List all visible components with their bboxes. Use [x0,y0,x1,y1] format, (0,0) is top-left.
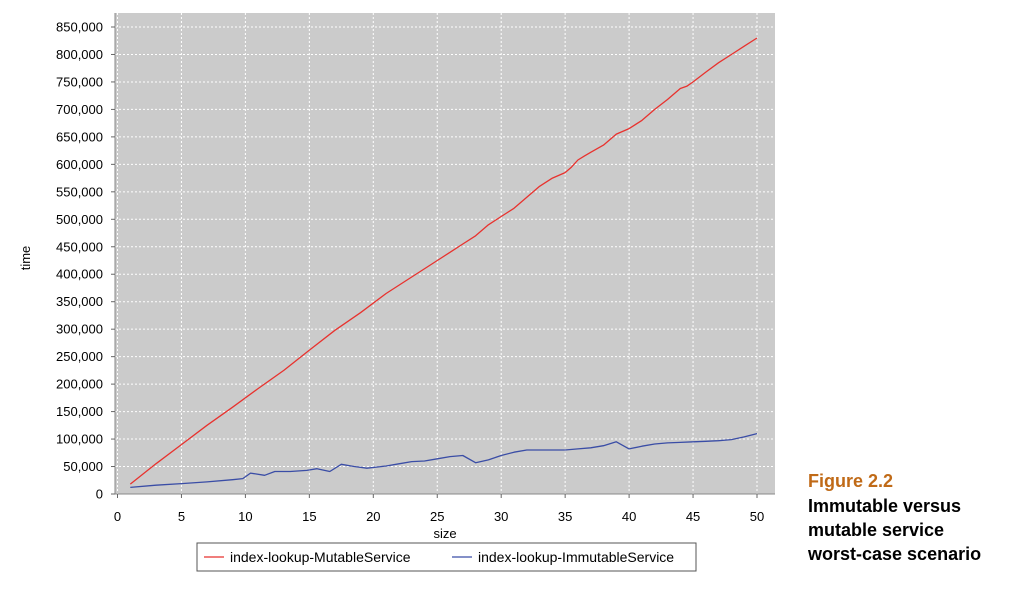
series-line-immutable [130,432,758,489]
x-ticks: 0 5 10 15 20 25 30 35 40 45 50 [114,494,764,524]
figure-caption: Figure 2.2 Immutable versus mutable serv… [808,470,1013,566]
grid-lines [115,13,775,494]
legend-label-immutable: index-lookup-ImmutableService [478,549,674,565]
y-tick-label: 750,000 [56,74,103,89]
x-tick-label: 0 [114,509,121,524]
y-tick-label: 150,000 [56,404,103,419]
y-tick-label: 50,000 [63,459,103,474]
y-tick-label: 600,000 [56,157,103,172]
legend-label-mutable: index-lookup-MutableService [230,549,411,565]
x-tick-label: 40 [622,509,636,524]
legend-box [196,542,697,572]
figure-title-line: mutable service [808,520,945,540]
legend: index-lookup-MutableService index-lookup… [196,542,697,572]
x-tick-label: 35 [558,509,572,524]
x-tick-label: 25 [430,509,444,524]
x-axis-title: size [433,526,456,541]
y-axis-title: time [18,246,33,271]
figure-title-line: worst-case scenario [808,544,982,564]
series-lines [129,37,758,489]
y-tick-label: 100,000 [56,432,103,447]
y-tick-label: 850,000 [56,20,103,35]
y-tick-label: 800,000 [56,47,103,62]
x-tick-label: 10 [238,509,252,524]
y-tick-label: 400,000 [56,267,103,282]
x-tick-label: 30 [494,509,508,524]
x-tick-label: 20 [366,509,380,524]
y-tick-label: 500,000 [56,212,103,227]
y-tick-label: 450,000 [56,239,103,254]
x-tick-label: 5 [178,509,185,524]
figure-title-line: Immutable versus [808,496,962,516]
y-tick-label: 700,000 [56,102,103,117]
figure-title: Immutable versus mutable service worst-c… [808,494,1013,566]
x-tick-label: 50 [750,509,764,524]
y-tick-label: 650,000 [56,129,103,144]
y-ticks: 0 50,000 100,000 150,000 200,000 250,000 300,0… [56,20,115,502]
y-tick-label: 550,000 [56,184,103,199]
y-tick-label: 0 [96,487,103,502]
plot-area [115,13,775,494]
series-line-mutable [129,37,758,485]
y-tick-label: 250,000 [56,349,103,364]
y-tick-label: 200,000 [56,377,103,392]
y-tick-label: 350,000 [56,294,103,309]
figure-number: Figure 2.2 [808,471,894,491]
x-tick-label: 45 [686,509,700,524]
y-tick-label: 300,000 [56,322,103,337]
x-tick-label: 15 [302,509,316,524]
